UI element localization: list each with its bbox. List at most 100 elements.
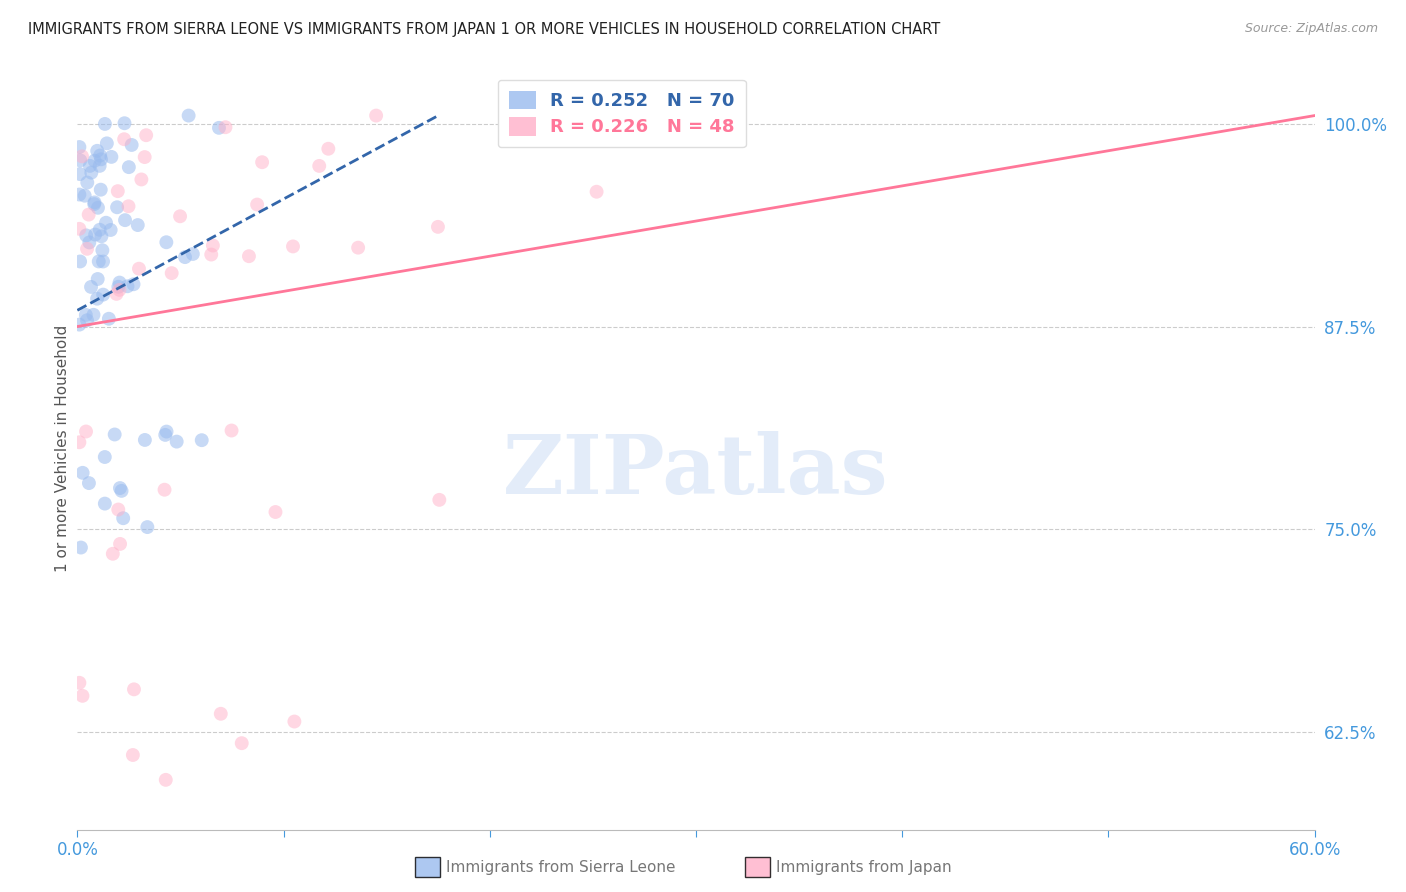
Point <box>80 280 103 294</box>
Point <box>90 153 112 167</box>
Point <box>283 714 305 729</box>
Point <box>83 195 105 210</box>
Point <box>75 228 97 243</box>
Point <box>69 254 91 268</box>
Point <box>79 159 101 173</box>
Point <box>90 229 112 244</box>
Point <box>91 254 114 268</box>
Point <box>69 167 91 181</box>
Point <box>83 197 105 211</box>
Point <box>107 279 129 293</box>
Point <box>105 200 128 214</box>
Point <box>90 183 112 197</box>
Point <box>108 481 131 495</box>
Point <box>89 223 111 237</box>
Point <box>122 277 145 292</box>
Point <box>118 160 141 174</box>
Point <box>112 511 135 525</box>
Point <box>82 308 104 322</box>
Point <box>94 450 117 464</box>
Point <box>177 109 200 123</box>
Point <box>94 117 117 131</box>
Legend: R = 0.252   N = 70, R = 0.226   N = 48: R = 0.252 N = 70, R = 0.226 N = 48 <box>498 79 745 147</box>
Point <box>96 136 118 151</box>
Point <box>86 272 108 286</box>
Point <box>77 208 100 222</box>
Point <box>89 148 111 162</box>
Point <box>155 235 177 250</box>
Point <box>155 428 177 442</box>
Point <box>91 287 114 301</box>
Point <box>94 216 117 230</box>
Point <box>67 435 90 450</box>
Point <box>70 149 93 163</box>
Point <box>117 199 139 213</box>
Point <box>250 155 273 169</box>
Point <box>426 219 449 234</box>
Point <box>114 213 136 227</box>
Point <box>122 682 145 697</box>
Point <box>101 547 124 561</box>
Point <box>91 244 114 258</box>
Y-axis label: 1 or more Vehicles in Household: 1 or more Vehicles in Household <box>55 325 70 572</box>
Point <box>73 188 96 202</box>
Point <box>77 476 100 491</box>
Point <box>264 505 287 519</box>
Point <box>107 184 129 198</box>
Point <box>347 241 370 255</box>
Point <box>83 153 105 168</box>
Point <box>122 747 145 762</box>
Point <box>69 153 91 168</box>
Point <box>134 150 156 164</box>
Point <box>153 483 176 497</box>
Point <box>89 159 111 173</box>
Point <box>246 197 269 211</box>
Point <box>76 176 98 190</box>
Point <box>110 483 132 498</box>
Point <box>105 286 128 301</box>
Point <box>97 311 120 326</box>
Point <box>131 172 153 186</box>
Point <box>281 239 304 253</box>
Point <box>134 433 156 447</box>
Point <box>516 109 538 123</box>
Point <box>67 675 90 690</box>
Point <box>169 209 191 223</box>
Point <box>107 502 129 516</box>
Point <box>136 520 159 534</box>
Point <box>76 313 98 327</box>
Point <box>86 292 108 306</box>
Point <box>100 223 122 237</box>
Point <box>155 425 177 439</box>
Point <box>496 109 519 123</box>
Point <box>114 116 136 130</box>
Point <box>108 283 131 297</box>
Point <box>67 222 90 236</box>
Point <box>238 249 260 263</box>
Text: ZIPatlas: ZIPatlas <box>503 431 889 511</box>
Point <box>80 166 103 180</box>
Point <box>84 227 107 242</box>
Point <box>112 132 135 146</box>
Text: Source: ZipAtlas.com: Source: ZipAtlas.com <box>1244 22 1378 36</box>
Point <box>190 433 212 447</box>
Point <box>201 238 224 252</box>
Point <box>72 689 94 703</box>
Point <box>214 120 236 135</box>
Point <box>67 140 90 154</box>
Point <box>128 261 150 276</box>
Point <box>75 308 97 322</box>
Point <box>308 159 330 173</box>
Point <box>135 128 157 143</box>
Point <box>67 187 90 202</box>
Point <box>208 120 231 135</box>
Point <box>94 497 117 511</box>
Point <box>67 318 90 332</box>
Text: IMMIGRANTS FROM SIERRA LEONE VS IMMIGRANTS FROM JAPAN 1 OR MORE VEHICLES IN HOUS: IMMIGRANTS FROM SIERRA LEONE VS IMMIGRAN… <box>28 22 941 37</box>
Point <box>155 772 177 787</box>
Point <box>200 247 222 261</box>
Point <box>76 242 98 256</box>
Point <box>181 247 204 261</box>
Point <box>427 492 450 507</box>
Point <box>104 427 127 442</box>
